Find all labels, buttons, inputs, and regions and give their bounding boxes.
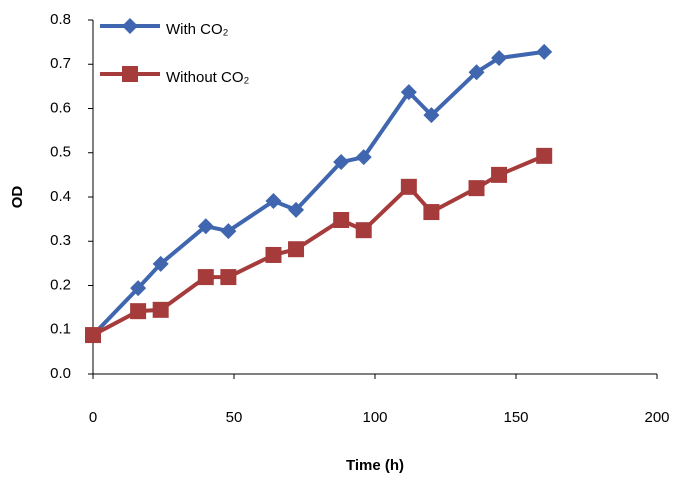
- x-tick-label: 200: [644, 409, 669, 426]
- marker: [355, 149, 372, 166]
- y-tick-label: 0.2: [50, 276, 71, 293]
- marker: [491, 50, 508, 67]
- y-tick-label: 0.4: [50, 188, 71, 205]
- y-tick-label: 0.7: [50, 55, 71, 72]
- marker: [423, 107, 440, 124]
- marker: [152, 255, 169, 272]
- marker: [197, 269, 214, 286]
- x-tick-label: 100: [362, 409, 387, 426]
- marker: [122, 18, 138, 34]
- y-tick-label: 0.1: [50, 321, 71, 338]
- y-axis-title: OD: [9, 186, 26, 209]
- marker: [220, 223, 237, 240]
- y-tick-label: 0.8: [50, 11, 71, 28]
- marker: [468, 180, 485, 197]
- marker: [536, 43, 553, 60]
- marker: [468, 64, 485, 81]
- y-tick-label: 0.6: [50, 99, 71, 116]
- marker: [85, 327, 101, 344]
- legend-label: Without CO₂: [166, 69, 250, 86]
- x-tick-label: 150: [503, 409, 528, 426]
- marker: [265, 192, 282, 209]
- marker: [220, 269, 237, 286]
- marker: [400, 84, 417, 101]
- marker: [400, 178, 417, 195]
- x-axis-title: Time (h): [346, 457, 404, 474]
- marker: [122, 66, 138, 82]
- legend-label: With CO₂: [166, 21, 229, 38]
- y-tick-label: 0.0: [50, 365, 71, 382]
- marker: [423, 204, 440, 221]
- marker: [288, 201, 305, 218]
- marker: [197, 218, 214, 235]
- marker: [130, 303, 147, 320]
- x-tick-label: 50: [226, 409, 243, 426]
- marker: [265, 246, 282, 263]
- marker: [536, 147, 553, 164]
- marker: [130, 280, 147, 297]
- marker: [288, 241, 305, 258]
- marker: [491, 166, 508, 183]
- series-line: [91, 49, 545, 337]
- x-tick-label: 0: [89, 409, 97, 426]
- marker: [333, 154, 350, 171]
- y-tick-label: 0.5: [50, 144, 71, 161]
- marker: [333, 212, 350, 229]
- y-tick-label: 0.3: [50, 232, 71, 249]
- marker: [355, 222, 372, 239]
- marker: [152, 301, 169, 318]
